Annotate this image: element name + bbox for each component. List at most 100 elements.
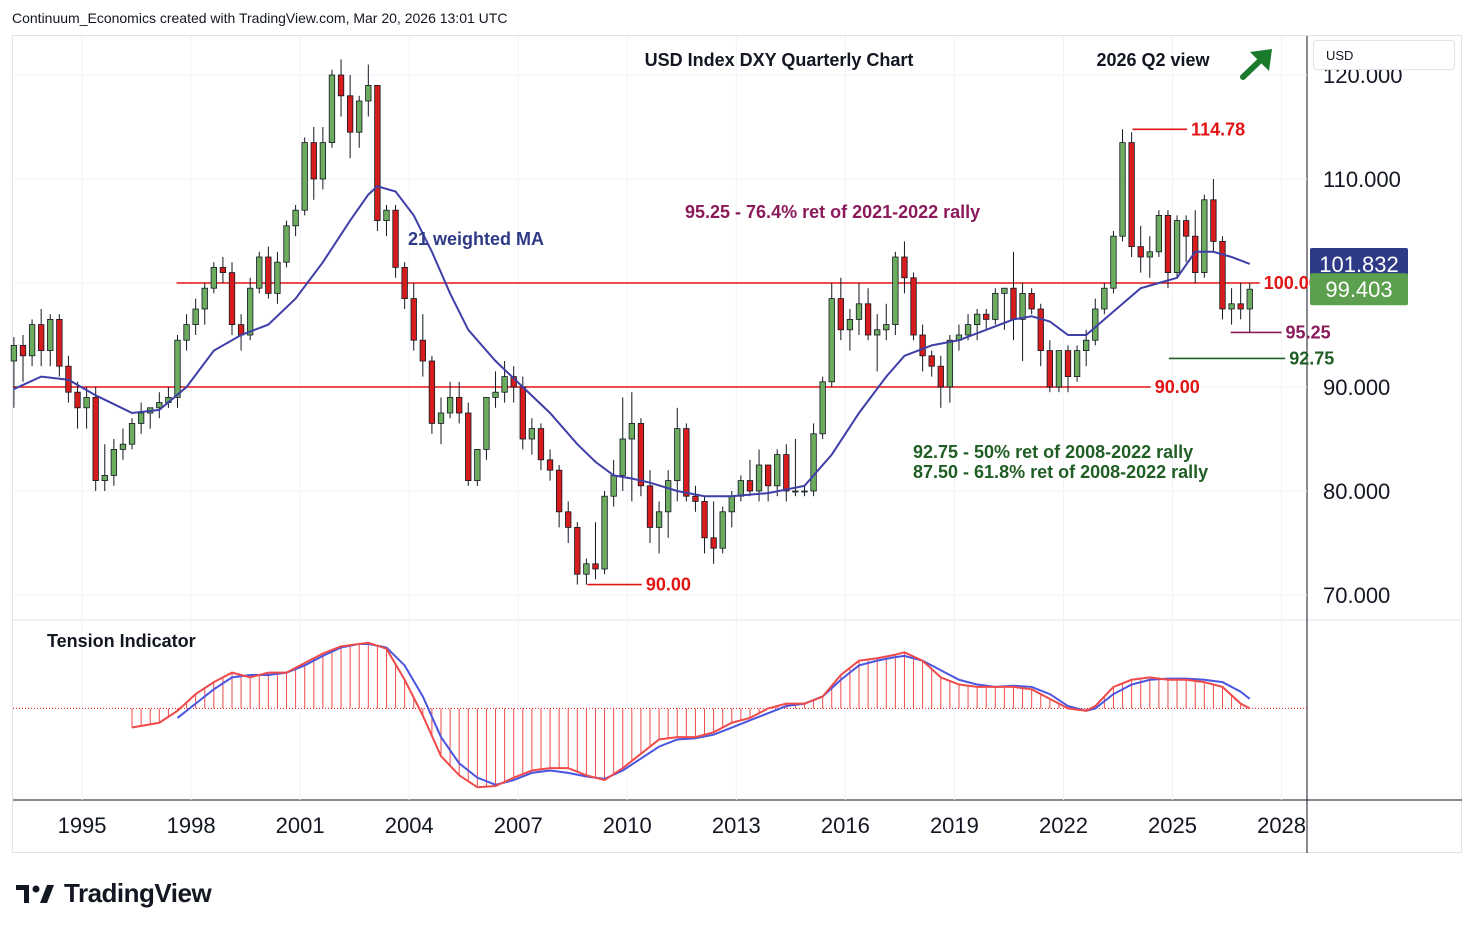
candle-up — [1101, 287, 1108, 310]
candle-up — [728, 495, 735, 513]
candle-up — [1201, 199, 1208, 274]
up-arrow-icon — [1240, 49, 1272, 80]
marker-label: 92.75 — [1289, 348, 1334, 368]
candle-down — [937, 365, 944, 388]
candle-up — [283, 225, 290, 263]
candle-up — [1019, 292, 1026, 320]
candle-down — [337, 74, 345, 97]
marker-label: 114.78 — [1191, 119, 1245, 139]
tension-indicator-pane — [13, 641, 1307, 789]
candle-down — [864, 303, 872, 336]
candle-down — [1028, 292, 1035, 310]
candle-up — [619, 438, 626, 476]
time-tick-label: 2001 — [276, 813, 325, 838]
candle-up — [801, 490, 808, 493]
candle-up — [1083, 339, 1090, 352]
candle-up — [1155, 214, 1163, 253]
candle-down — [1210, 199, 1217, 242]
marker-label: 95.25 — [1286, 322, 1331, 342]
ma-line — [13, 185, 1251, 498]
candle-up — [101, 474, 108, 481]
candle-up — [1173, 220, 1181, 274]
candle-down — [465, 412, 472, 481]
candle-down — [919, 334, 926, 357]
candle-up — [601, 495, 608, 570]
price-badge-label: 101.832 — [1319, 252, 1399, 277]
candle-down — [310, 142, 317, 180]
grid — [13, 36, 1462, 853]
candle-down — [928, 355, 935, 367]
candle-down — [1137, 246, 1144, 258]
candle-down — [710, 537, 717, 549]
candle-down — [410, 298, 417, 341]
candle-up — [792, 490, 799, 493]
chart-attribution: Continuum_Economics created with Trading… — [12, 10, 508, 26]
candle-up — [737, 480, 745, 497]
candle-up — [528, 428, 536, 440]
chart-title: USD Index DXY Quarterly Chart — [645, 50, 914, 70]
candle-down — [701, 500, 708, 539]
time-tick-label: 2019 — [930, 813, 979, 838]
view-label: 2026 Q2 view — [1096, 50, 1210, 70]
candle-up — [1073, 350, 1081, 378]
candle-up — [973, 313, 981, 326]
candle-up — [10, 344, 18, 362]
candle-down — [1046, 350, 1053, 388]
currency-selector[interactable]: USD — [1313, 40, 1455, 70]
candle-down — [837, 298, 844, 331]
candle-up — [892, 256, 899, 325]
price-tick-label: 70.000 — [1323, 583, 1390, 608]
time-tick-label: 2004 — [385, 813, 434, 838]
candle-down — [92, 396, 99, 481]
time-axis: 1995 1998 2001 2004 2007 2010 2013 2016 2019 2022… — [58, 813, 1306, 838]
price-badge — [1310, 247, 1408, 280]
candle-up — [483, 396, 490, 450]
candle-up — [256, 256, 263, 289]
candle-up — [774, 454, 781, 487]
candlestick-series — [10, 59, 1253, 585]
ma-annotation: 21 weighted MA — [408, 229, 544, 249]
candle-up — [883, 324, 890, 331]
candle-down — [637, 422, 645, 487]
candle-down — [746, 480, 754, 492]
candle-up — [1146, 251, 1153, 258]
candle-down — [646, 485, 654, 528]
candle-up — [655, 511, 663, 528]
candle-up — [119, 443, 127, 450]
candle-up — [610, 474, 617, 497]
horizontal-levels: 100.00 90.00 114.78 90.00 95.25 92.75 — [13, 119, 1334, 595]
candle-down — [38, 324, 45, 352]
candle-up — [492, 391, 499, 398]
fib-76-annotation: 95.25 - 76.4% ret of 2021-2022 rally — [685, 202, 980, 222]
candle-down — [219, 266, 227, 273]
fib-618-annotation: 87.50 - 61.8% ret of 2008-2022 rally — [913, 462, 1208, 482]
moving-average-series — [13, 185, 1251, 498]
candle-down — [592, 563, 599, 570]
oscillator-title: Tension Indicator — [47, 631, 196, 651]
candle-up — [674, 428, 681, 482]
tradingview-logo[interactable]: TradingView — [16, 878, 212, 909]
candle-down — [901, 256, 908, 279]
candle-up — [583, 563, 590, 575]
candle-down — [428, 360, 436, 424]
candle-down — [783, 454, 790, 492]
tradingview-brand: TradingView — [64, 878, 212, 908]
candle-up — [855, 303, 863, 320]
candle-down — [401, 266, 408, 299]
candle-up — [964, 324, 972, 336]
candle-up — [501, 376, 508, 393]
candle-up — [437, 412, 445, 424]
time-tick-label: 2007 — [494, 813, 543, 838]
candle-up — [628, 422, 635, 440]
candle-down — [565, 511, 572, 528]
time-tick-label: 2028 — [1257, 813, 1306, 838]
candle-down — [19, 344, 27, 357]
candle-up — [474, 448, 481, 481]
marker-label: 90.00 — [646, 575, 691, 595]
candle-up — [1119, 142, 1126, 237]
candle-down — [683, 428, 690, 497]
candle-down — [74, 391, 81, 409]
